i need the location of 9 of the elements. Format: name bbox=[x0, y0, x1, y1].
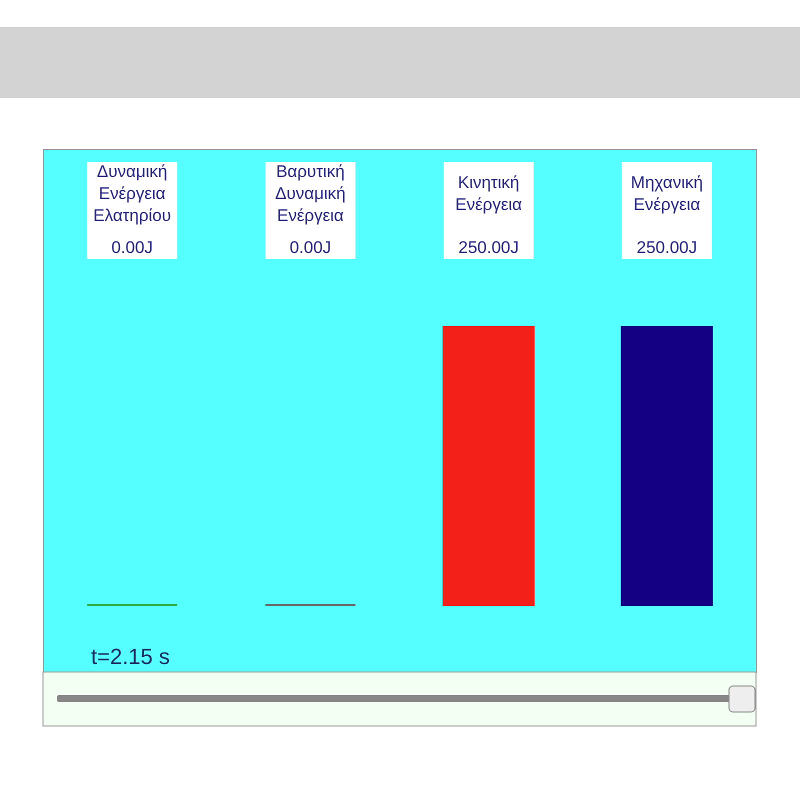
x-tick-label: Δυναμική Ενέργεια Ελατηρίου bbox=[93, 162, 172, 225]
data-label: 250.00J bbox=[458, 238, 519, 257]
data-label: 0.00J bbox=[111, 238, 153, 257]
x-tick-label: Βαρυτική Δυναμική Ενέργεια bbox=[275, 162, 346, 225]
text: t=2.15 s bbox=[91, 644, 170, 669]
data-label: 0.00J bbox=[290, 238, 332, 257]
data-label: 250.00J bbox=[636, 238, 698, 257]
x-tick-label: Μηχανική Ενέργεια bbox=[630, 173, 703, 214]
x-tick-label: Κινητική Ενέργεια bbox=[455, 173, 522, 214]
